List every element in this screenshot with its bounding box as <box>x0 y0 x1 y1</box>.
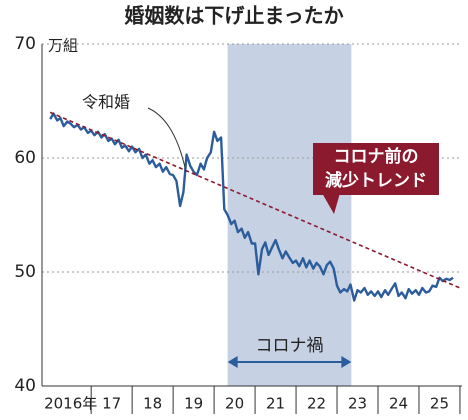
y-tick-label: 40 <box>14 376 36 396</box>
annotation-text: コロナ前の <box>334 146 419 167</box>
x-tick-label: 2016年 <box>44 395 97 413</box>
y-unit: 万組 <box>48 37 78 55</box>
y-tick-label: 50 <box>14 262 36 282</box>
x-tick-label: 20 <box>225 395 244 413</box>
reiwa-label: 令和婚 <box>82 93 130 112</box>
chart-title: 婚姻数は下げ止まったか <box>124 4 343 28</box>
y-tick-label: 60 <box>14 148 36 168</box>
x-tick-label: 21 <box>266 395 285 413</box>
covid-label: コロナ禍 <box>255 336 323 356</box>
annotation-text: 減少トレンド <box>325 170 427 191</box>
x-tick-label: 25 <box>430 395 449 413</box>
x-tick-label: 22 <box>307 395 326 413</box>
trend-line <box>49 111 461 289</box>
x-tick-label: 24 <box>389 395 408 413</box>
x-tick-label: 18 <box>143 395 162 413</box>
x-tick-label: 17 <box>102 395 121 413</box>
annotation-box <box>313 143 439 195</box>
annotation-pointer <box>322 193 340 214</box>
y-tick-label: 70 <box>14 34 36 54</box>
reiwa-pointer <box>147 107 187 173</box>
x-tick-label: 19 <box>184 395 203 413</box>
x-tick-label: 23 <box>348 395 367 413</box>
